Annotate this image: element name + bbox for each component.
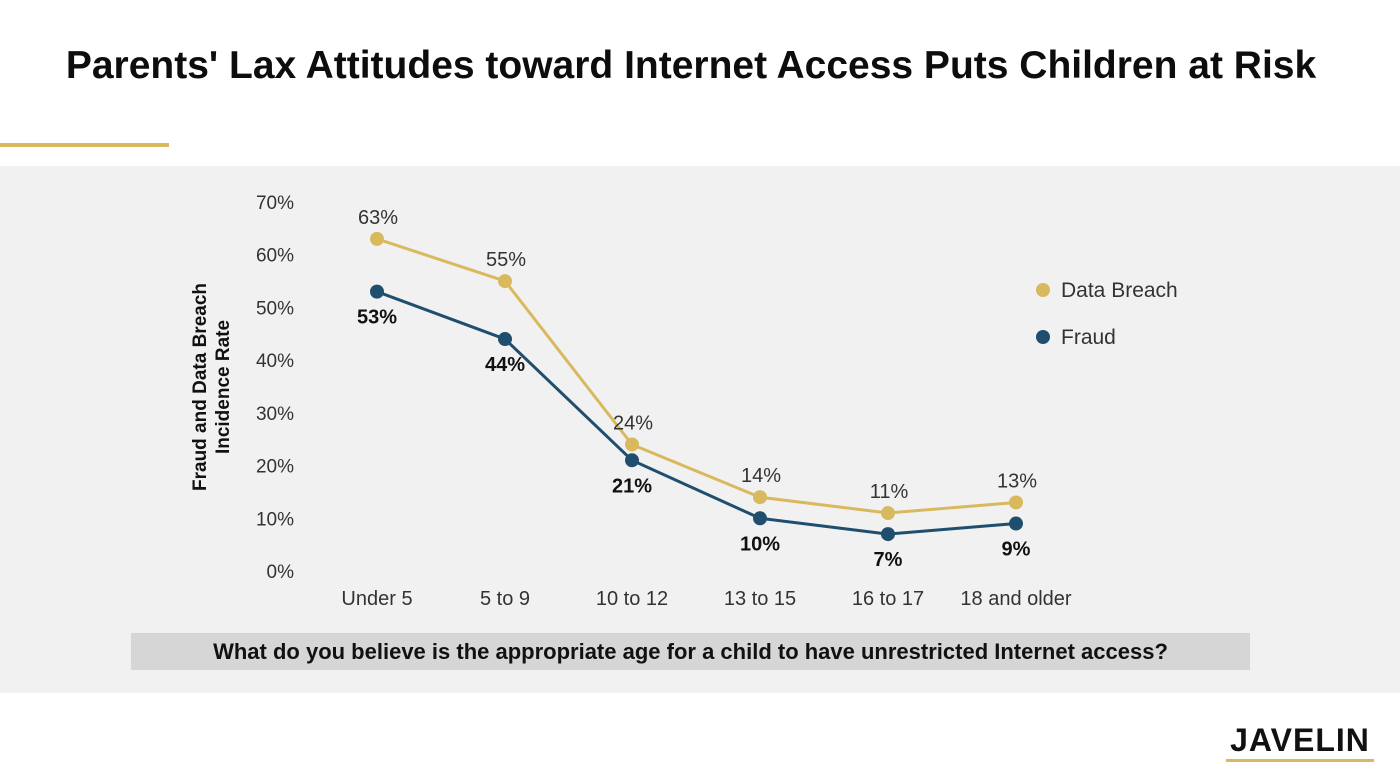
series-line-fraud — [376, 290, 1017, 536]
survey-question: What do you believe is the appropriate a… — [131, 633, 1250, 670]
data-point-data-breach — [881, 506, 895, 521]
y-tick-label: 60% — [256, 246, 294, 267]
logo-underline — [1226, 759, 1374, 762]
x-tick-label: Under 5 — [341, 588, 412, 610]
data-point-data-breach — [753, 490, 767, 505]
y-tick-label: 40% — [256, 351, 294, 372]
title-accent-line — [0, 143, 169, 147]
data-label: 13% — [997, 470, 1037, 492]
data-label: 11% — [870, 481, 909, 503]
y-tick-label: 0% — [267, 562, 295, 583]
data-label: 24% — [613, 412, 653, 434]
y-tick-label: 70% — [256, 193, 294, 214]
data-label: 14% — [741, 465, 781, 487]
data-point-fraud — [753, 511, 767, 526]
data-point-data-breach — [625, 437, 639, 452]
y-tick-label: 20% — [256, 457, 294, 478]
data-label: 53% — [357, 307, 397, 329]
data-label: 9% — [1002, 539, 1031, 561]
data-label: 7% — [874, 549, 903, 571]
x-tick-label: 18 and older — [960, 588, 1072, 610]
legend-label: Data Breach — [1061, 279, 1178, 302]
data-point-fraud — [625, 453, 639, 468]
data-point-fraud — [881, 527, 895, 542]
legend-marker — [1036, 330, 1050, 344]
x-tick-label: 10 to 12 — [596, 588, 668, 610]
data-point-fraud — [498, 332, 512, 347]
y-axis-title: Fraud and Data Breach Incidence Rate — [190, 283, 234, 491]
legend-label: Fraud — [1061, 326, 1116, 349]
legend-marker — [1036, 283, 1050, 297]
chart-panel — [0, 166, 1400, 693]
data-point-data-breach — [370, 231, 384, 246]
data-label: 55% — [486, 249, 526, 271]
data-point-fraud — [1009, 516, 1023, 531]
y-tick-label: 30% — [256, 404, 294, 425]
data-label: 21% — [612, 475, 652, 497]
y-tick-label: 10% — [256, 509, 294, 530]
page-title: Parents' Lax Attitudes toward Internet A… — [65, 44, 1317, 87]
logo-text: JAVELIN — [1230, 722, 1370, 758]
data-point-data-breach — [498, 274, 512, 289]
series-line-data-breach — [376, 237, 1017, 515]
data-point-fraud — [370, 284, 384, 299]
data-label: 10% — [740, 533, 780, 555]
x-tick-label: 16 to 17 — [852, 588, 924, 610]
x-tick-label: 5 to 9 — [480, 588, 530, 610]
y-tick-label: 50% — [256, 298, 294, 319]
x-tick-label: 13 to 15 — [724, 588, 796, 610]
javelin-logo: JAVELIN — [1222, 722, 1378, 762]
data-point-data-breach — [1009, 495, 1023, 510]
data-label: 44% — [485, 354, 525, 376]
data-label: 63% — [358, 207, 398, 229]
